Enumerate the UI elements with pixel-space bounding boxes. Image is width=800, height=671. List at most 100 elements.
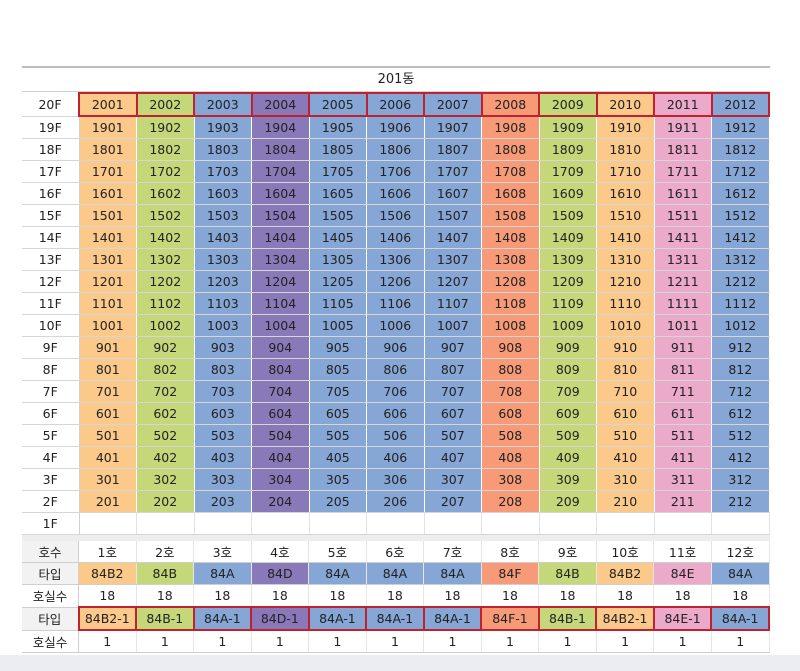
floor-unit-grid: 20F 2001 2002 2003 2004 2005 2006 2007 2008 2009 2… [22,92,770,535]
unit-cell: 411 [654,446,712,469]
summary-count2-cell: 1 [423,630,482,653]
unit-cell: 1011 [654,314,712,337]
unit-cell: 408 [481,446,540,469]
floor-row: 20F 2001 2002 2003 2004 2005 2006 2007 2008 2009 2… [22,92,770,117]
top-rule [22,66,770,68]
summary-type2-cell: 84B-1 [537,606,598,631]
unit-cell: 1407 [424,226,482,249]
summary-count2-cell: 1 [538,630,597,653]
unit-cell: 1508 [481,204,540,227]
unit-cell: 406 [366,446,425,469]
unit-cell: 1803 [194,138,252,161]
unit-cell: 1305 [309,248,367,271]
unit-cell: 1707 [424,160,482,183]
floor-row: 18F 1801 1802 1803 1804 1805 1806 1807 1808 1809 1… [22,138,770,161]
unit-cell: 801 [79,358,137,381]
unit-cell: 1112 [711,292,770,315]
floor-label: 3F [22,468,80,491]
unit-cell: 705 [309,380,367,403]
unit-cell: 403 [194,446,252,469]
summary-count-cell: 18 [596,584,655,608]
floor-row: 10F 1001 1002 1003 1004 1005 1006 1007 1008 1009 1… [22,314,770,337]
summary-count-cell: 18 [136,584,195,608]
unit-cell: 1810 [596,138,655,161]
summary-row-count2: 호실수 1 1 1 1 1 1 1 1 1 1 1 1 [22,630,770,653]
unit-cell: 1104 [251,292,310,315]
unit-cell: 804 [251,358,310,381]
unit-cell: 809 [539,358,597,381]
unit-cell: 607 [424,402,482,425]
floor-row: 3F 301 302 303 304 305 306 307 308 309 310 311 312 [22,468,770,491]
summary-row-ho: 호수 1호 2호 3호 4호 5호 6호 7호 8호 9호 10호 11호 12호 [22,541,770,563]
unit-cell: 610 [596,402,655,425]
unit-cell: 407 [424,446,482,469]
unit-cell: 1606 [366,182,425,205]
unit-cell: 2007 [423,92,483,117]
unit-cell: 1611 [654,182,712,205]
unit-cell: 811 [654,358,712,381]
unit-cell: 1208 [481,270,540,293]
summary-count2-cell: 1 [251,630,310,653]
unit-cell: 1911 [654,116,712,139]
unit-cell: 903 [194,336,252,359]
summary-count2-cell: 1 [78,630,137,653]
unit-cell [596,512,655,535]
summary-ho-cell: 6호 [366,541,425,563]
unit-cell [654,512,712,535]
unit-cell: 1703 [194,160,252,183]
summary-type-cell: 84B [538,562,597,585]
unit-cell: 303 [194,468,252,491]
unit-cell: 812 [711,358,770,381]
unit-cell: 209 [539,490,597,513]
unit-cell: 201 [79,490,137,513]
unit-cell: 506 [366,424,425,447]
unit-cell: 2005 [308,92,368,117]
unit-cell: 906 [366,336,425,359]
unit-cell [481,512,540,535]
unit-cell: 1302 [136,248,195,271]
unit-cell: 1602 [136,182,195,205]
unit-cell: 1205 [309,270,367,293]
unit-cell: 1908 [481,116,540,139]
summary-ho-cell: 3호 [193,541,252,563]
unit-cell: 1901 [79,116,137,139]
summary-ho-cell: 10호 [596,541,655,563]
unit-cell: 302 [136,468,195,491]
floor-row: 12F 1201 1202 1203 1204 1205 1206 1207 1208 1209 1… [22,270,770,293]
floor-label: 12F [22,270,80,293]
unit-cell: 711 [654,380,712,403]
unit-cell: 910 [596,336,655,359]
unit-cell: 1801 [79,138,137,161]
summary-type2-cell: 84B-1 [135,606,195,631]
unit-cell: 1905 [309,116,367,139]
unit-cell: 1903 [194,116,252,139]
unit-cell: 210 [596,490,655,513]
summary-type-cell: 84F [481,562,540,585]
unit-cell: 1311 [654,248,712,271]
unit-cell: 212 [711,490,770,513]
unit-cell: 1906 [366,116,425,139]
unit-cell: 507 [424,424,482,447]
unit-cell: 312 [711,468,770,491]
unit-cell: 2011 [653,92,713,117]
unit-cell: 1802 [136,138,195,161]
unit-cell: 1503 [194,204,252,227]
unit-cell: 1704 [251,160,310,183]
unit-cell: 206 [366,490,425,513]
unit-cell: 1501 [79,204,137,227]
unit-cell: 1401 [79,226,137,249]
unit-summary-table: 호수 1호 2호 3호 4호 5호 6호 7호 8호 9호 10호 11호 12호 타입 84B2 84B 84… [22,541,770,653]
unit-cell: 410 [596,446,655,469]
unit-cell: 1103 [194,292,252,315]
unit-cell: 1608 [481,182,540,205]
summary-type-cell: 84A [193,562,252,585]
floor-label: 5F [22,424,80,447]
unit-cell: 708 [481,380,540,403]
building-title: 201동 [22,68,770,92]
summary-type-cell: 84B2 [78,562,137,585]
unit-cell: 1010 [596,314,655,337]
unit-cell: 2006 [365,92,425,117]
unit-cell: 405 [309,446,367,469]
unit-cell: 1202 [136,270,195,293]
unit-cell: 1605 [309,182,367,205]
